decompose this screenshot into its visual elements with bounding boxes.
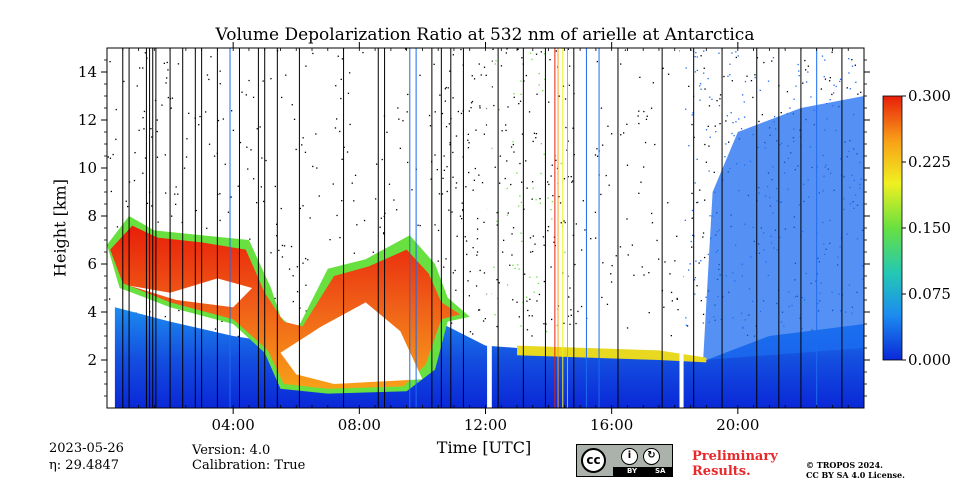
y-tick-label: 12 bbox=[78, 111, 97, 129]
colorbar-tick-label: 0.075 bbox=[908, 285, 951, 303]
cc-logo-icon: cc bbox=[581, 448, 606, 473]
calibration-label: Calibration: True bbox=[192, 458, 306, 473]
data-gap bbox=[487, 48, 492, 408]
x-tick-label: 12:00 bbox=[464, 416, 507, 434]
share-alike-icon: ↻ bbox=[643, 448, 660, 465]
x-tick-label: 08:00 bbox=[338, 416, 381, 434]
x-tick-label: 16:00 bbox=[590, 416, 633, 434]
cloud-core-2 bbox=[280, 302, 423, 384]
plot-area bbox=[107, 48, 864, 408]
y-tick-label: 6 bbox=[87, 255, 97, 273]
colorbar-tick-label: 0.300 bbox=[908, 87, 951, 105]
sa-label: SA bbox=[655, 467, 666, 475]
copyright-notice: © TROPOS 2024. CC BY SA 4.0 License. bbox=[806, 460, 905, 480]
x-axis-label: Time [UTC] bbox=[436, 438, 532, 457]
chart-title: Volume Depolarization Ratio at 532 nm of… bbox=[215, 25, 755, 45]
colorbar-tick-label: 0.000 bbox=[908, 351, 951, 369]
copyright-line-2: CC BY SA 4.0 License. bbox=[806, 470, 905, 480]
y-tick-label: 10 bbox=[78, 159, 97, 177]
y-tick-label: 4 bbox=[87, 303, 97, 321]
y-tick-label: 8 bbox=[87, 207, 97, 225]
by-label: BY bbox=[627, 467, 638, 475]
preliminary-line-1: Preliminary bbox=[692, 449, 778, 464]
preliminary-line-2: Results. bbox=[692, 464, 751, 479]
eta-value: η: 29.4847 bbox=[49, 458, 120, 473]
x-tick-label: 20:00 bbox=[716, 416, 759, 434]
attribution-icon: i bbox=[621, 448, 638, 465]
afternoon-layer bbox=[517, 345, 707, 363]
colorbar-gradient bbox=[882, 95, 903, 361]
y-tick-label: 2 bbox=[87, 351, 97, 369]
cc-license-badge: cc i ↻ BY SA bbox=[576, 444, 673, 477]
upper-signal-region bbox=[703, 96, 864, 360]
version-label: Version: 4.0 bbox=[192, 443, 271, 458]
license-strip: BY SA bbox=[613, 467, 672, 476]
colorbar-tick-label: 0.150 bbox=[908, 219, 951, 237]
colorbar-tick-label: 0.225 bbox=[908, 153, 951, 171]
axes: 04:00 08:00 12:00 16:00 20:00 2 4 6 8 10 12 14 bbox=[78, 42, 870, 434]
colorbar: 0.000 0.075 0.150 0.225 0.300 bbox=[882, 87, 951, 369]
preliminary-results-label: Preliminary Results. bbox=[692, 449, 778, 479]
cloud-core-1 bbox=[129, 278, 253, 308]
x-tick-label: 04:00 bbox=[212, 416, 255, 434]
profile-streaks bbox=[122, 48, 843, 408]
data-gap bbox=[679, 48, 684, 408]
measurement-date: 2023-05-26 bbox=[49, 441, 124, 456]
y-axis-label: Height [km] bbox=[50, 179, 70, 277]
y-tick-label: 14 bbox=[78, 63, 97, 81]
copyright-line-1: © TROPOS 2024. bbox=[806, 460, 883, 470]
